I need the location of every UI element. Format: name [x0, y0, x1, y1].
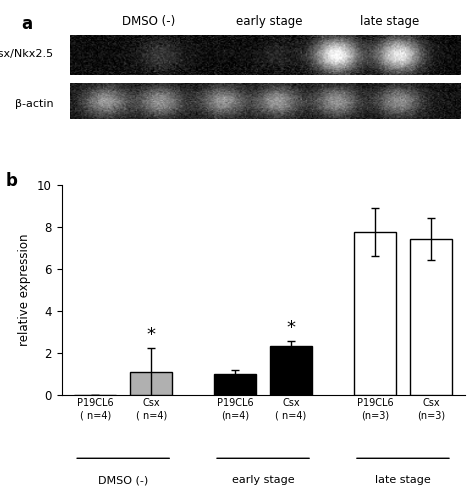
Text: early stage: early stage	[232, 475, 294, 485]
Bar	[130, 372, 172, 395]
Text: late stage: late stage	[360, 15, 419, 28]
Text: *: *	[287, 319, 296, 337]
Text: Csx/Nkx2.5: Csx/Nkx2.5	[0, 48, 54, 58]
Bar	[410, 239, 452, 395]
Text: a: a	[21, 15, 32, 33]
Text: DMSO (-): DMSO (-)	[122, 15, 175, 28]
Text: early stage: early stage	[236, 15, 302, 28]
Y-axis label: relative expression: relative expression	[18, 234, 31, 346]
Text: b: b	[5, 172, 17, 190]
Bar	[354, 232, 396, 395]
Bar	[214, 374, 256, 395]
Bar	[270, 346, 312, 395]
Text: late stage: late stage	[375, 475, 431, 485]
Text: DMSO (-): DMSO (-)	[98, 475, 148, 485]
Text: *: *	[146, 326, 155, 344]
Text: β-actin: β-actin	[15, 98, 54, 109]
